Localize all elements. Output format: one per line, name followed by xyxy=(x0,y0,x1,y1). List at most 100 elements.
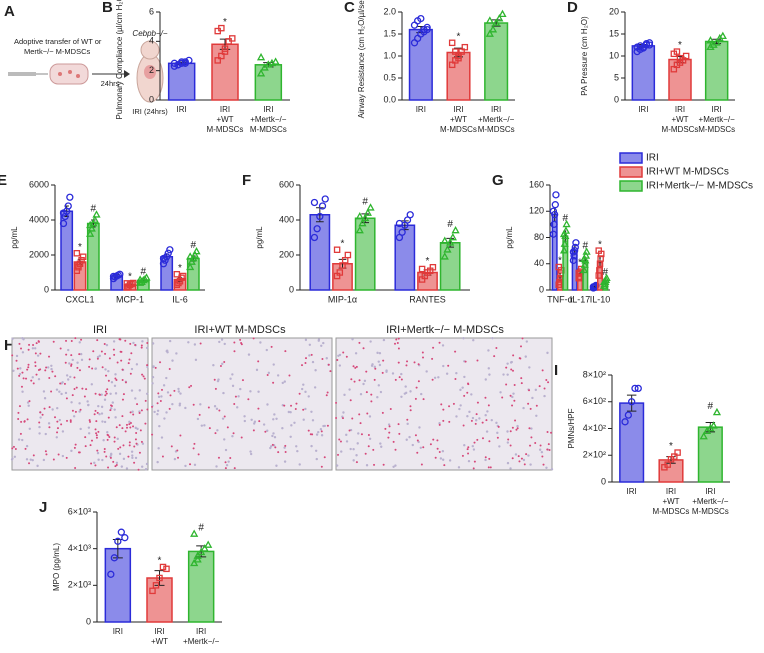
tissue xyxy=(224,448,228,452)
tissue xyxy=(370,364,374,367)
cell xyxy=(118,424,121,427)
cell xyxy=(432,346,435,349)
tissue xyxy=(216,429,219,432)
y-tick-label: 2.0 xyxy=(383,6,396,16)
cell xyxy=(530,436,533,439)
cell xyxy=(304,362,307,365)
point xyxy=(451,225,460,234)
tissue xyxy=(322,341,325,345)
point xyxy=(116,270,124,278)
cell xyxy=(270,345,273,348)
tissue xyxy=(509,361,513,364)
y-tick-label: 20 xyxy=(609,6,619,16)
cell xyxy=(335,401,338,404)
bar xyxy=(309,214,331,291)
tissue xyxy=(376,395,379,399)
cell xyxy=(198,413,201,416)
cell xyxy=(128,441,131,444)
y-axis-label: PMNs/HPF xyxy=(567,408,576,448)
cell xyxy=(452,402,455,405)
cell xyxy=(199,342,202,345)
cell xyxy=(466,391,469,394)
tissue xyxy=(283,446,286,449)
cell xyxy=(139,429,142,432)
cell xyxy=(89,444,92,447)
tissue xyxy=(369,340,372,343)
cell xyxy=(394,342,397,345)
cell xyxy=(474,422,477,425)
cell xyxy=(547,443,550,446)
cell xyxy=(34,352,37,355)
histology-image xyxy=(335,337,553,471)
significance-marker: # xyxy=(603,267,609,278)
cell xyxy=(448,405,451,408)
tissue xyxy=(71,358,74,362)
tissue xyxy=(130,450,134,453)
point xyxy=(187,257,196,265)
cell xyxy=(511,426,514,429)
tissue xyxy=(43,397,47,400)
tissue xyxy=(98,413,101,416)
cell xyxy=(97,430,100,433)
cell xyxy=(488,440,491,443)
x-tick-label: IRI xyxy=(177,105,187,114)
tissue xyxy=(107,369,110,373)
tissue xyxy=(116,437,119,441)
x-tick-label: M-MDSCs xyxy=(478,125,515,134)
tissue xyxy=(103,420,107,424)
point xyxy=(443,245,452,253)
tissue xyxy=(69,375,72,379)
cell xyxy=(534,441,537,444)
cell xyxy=(511,404,514,407)
tissue xyxy=(56,406,59,410)
cell xyxy=(320,430,323,433)
tissue xyxy=(378,363,382,367)
cell xyxy=(487,404,490,407)
y-tick-label: 0 xyxy=(86,616,91,626)
tissue xyxy=(78,410,81,413)
cell xyxy=(128,444,131,447)
cell xyxy=(336,359,339,362)
tissue xyxy=(471,416,475,420)
tissue xyxy=(93,461,96,465)
tissue xyxy=(534,388,538,392)
tissue xyxy=(338,364,342,367)
tissue xyxy=(394,464,397,467)
tissue xyxy=(21,438,24,442)
tissue xyxy=(304,407,307,411)
tissue xyxy=(100,393,103,396)
cell xyxy=(496,436,499,439)
point xyxy=(90,215,100,223)
cell xyxy=(129,422,132,425)
point xyxy=(181,59,189,67)
cell xyxy=(173,389,176,392)
cell xyxy=(190,384,193,387)
tissue xyxy=(78,402,81,405)
tissue xyxy=(467,459,471,463)
tissue xyxy=(27,404,30,407)
cell xyxy=(481,437,484,440)
y-tick-label: 80 xyxy=(534,232,544,242)
tissue xyxy=(317,339,320,342)
cell xyxy=(384,427,387,430)
y-tick-label: 160 xyxy=(529,179,544,189)
point xyxy=(624,411,633,419)
cell xyxy=(257,360,260,363)
tissue xyxy=(13,455,17,459)
cell xyxy=(63,382,66,385)
point xyxy=(59,219,68,228)
panel-letter: I xyxy=(554,362,558,379)
tissue xyxy=(213,405,217,408)
cell xyxy=(388,431,391,434)
cell xyxy=(44,369,47,372)
tissue xyxy=(64,391,68,395)
cell xyxy=(69,419,72,422)
tissue xyxy=(128,420,131,424)
point xyxy=(645,41,654,49)
tissue xyxy=(459,404,462,407)
cell xyxy=(310,353,313,356)
x-tick-label: MCP-1 xyxy=(116,294,144,304)
tissue xyxy=(65,374,69,377)
cell xyxy=(214,432,217,435)
